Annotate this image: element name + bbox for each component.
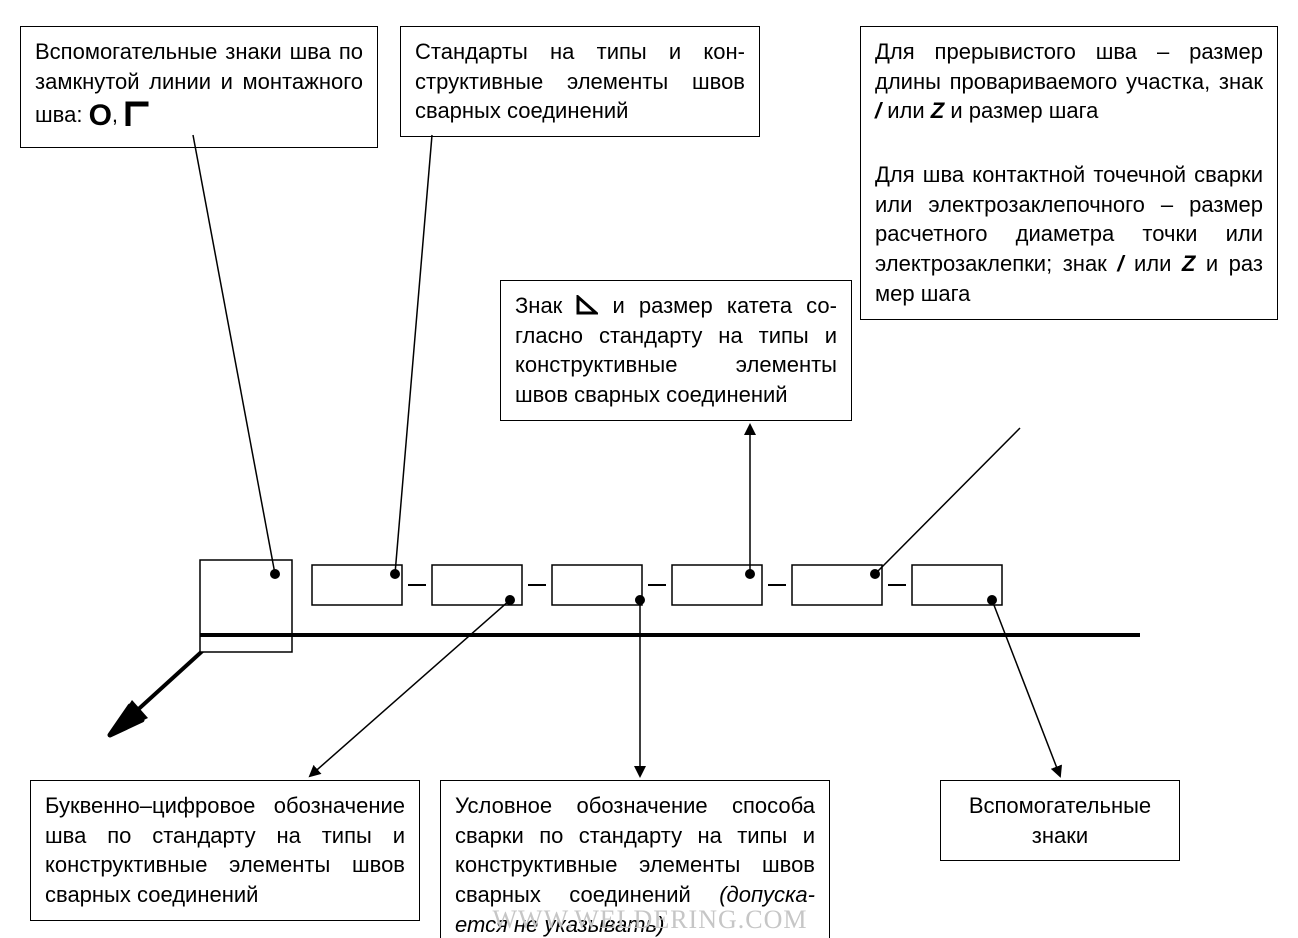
leader-6 [635,595,645,776]
t: Знак [515,293,576,318]
leader-1 [193,135,280,579]
box-top-mid: Стандарты на типы и кон­структивные элем… [400,26,760,137]
text: Стандарты на типы и кон­структивные элем… [415,39,745,123]
t: и раз­мер шага [944,98,1098,123]
text: Вспомогательные знаки [969,793,1151,848]
leader-2 [390,135,432,579]
leader-7 [987,595,1060,776]
t: Для прерывистого шва – раз­мер длины про… [875,39,1263,94]
text: Вспомогательные знаки шва по замкнутой л… [35,39,363,127]
para1: Для прерывистого шва – раз­мер длины про… [875,37,1263,126]
t: или [1123,251,1181,276]
z-symbol: Z [931,98,944,123]
box-bottom-right: Вспомогательные знаки [940,780,1180,861]
leader-line [110,635,220,735]
leader-3 [745,425,755,579]
leader-arrowhead [110,706,142,735]
sep: , [112,102,124,127]
leader-5 [310,595,515,776]
slots [312,565,1002,605]
flag-icon [124,100,150,126]
circle-symbol: О [89,99,112,132]
box-bottom-mid: Условное обозначение способа сварки по с… [440,780,830,938]
triangle-icon [576,295,598,315]
leader-arrow-fill [108,700,148,737]
box-middle: Знак и размер катета со­гласно стандарту… [500,280,852,421]
leader-4 [870,428,1020,579]
slot-square [200,560,292,652]
z-symbol: Z [1182,251,1195,276]
box-bottom-left: Буквенно–цифровое обозначе­ние шва по ст… [30,780,420,921]
para2: Для шва контактной точечной сварки или э… [875,160,1263,308]
t: или [881,98,931,123]
box-top-right: Для прерывистого шва – раз­мер длины про… [860,26,1278,320]
box-top-left: Вспомогательные знаки шва по замкнутой л… [20,26,378,148]
text: Буквенно–цифровое обозначе­ние шва по ст… [45,793,405,907]
